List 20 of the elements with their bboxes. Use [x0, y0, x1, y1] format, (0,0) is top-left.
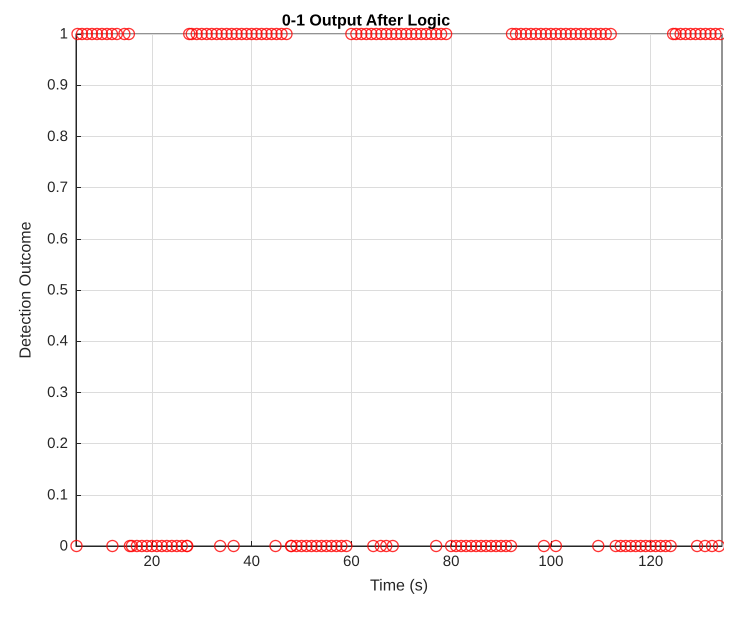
y-tick-label: 0.8: [47, 128, 68, 145]
y-tick-label: 0.6: [47, 230, 68, 248]
x-tick-label: 80: [442, 553, 460, 570]
x-axis-title: Time (s): [370, 578, 428, 594]
x-tick-label: 60: [343, 553, 360, 570]
y-tick-label: 0.2: [47, 435, 68, 452]
y-tick-label: 0.1: [47, 486, 68, 504]
chart-title: 0-1 Output After Logic: [282, 12, 450, 30]
y-tick-label: 1: [60, 26, 68, 42]
y-tick-label: 0.5: [47, 282, 68, 298]
y-tick-label: 0.4: [47, 332, 68, 350]
y-tick-label: 0.9: [47, 76, 68, 94]
x-tick-label: 40: [243, 553, 260, 570]
y-axis-title: Detection Outcome: [18, 221, 34, 358]
y-tick-label: 0: [60, 538, 68, 554]
y-tick-label: 0.3: [47, 384, 68, 401]
x-tick-label: 100: [538, 553, 564, 570]
x-tick-label: 120: [638, 553, 664, 570]
x-tick-label: 20: [143, 553, 160, 570]
y-tick-label: 0.7: [47, 179, 68, 196]
